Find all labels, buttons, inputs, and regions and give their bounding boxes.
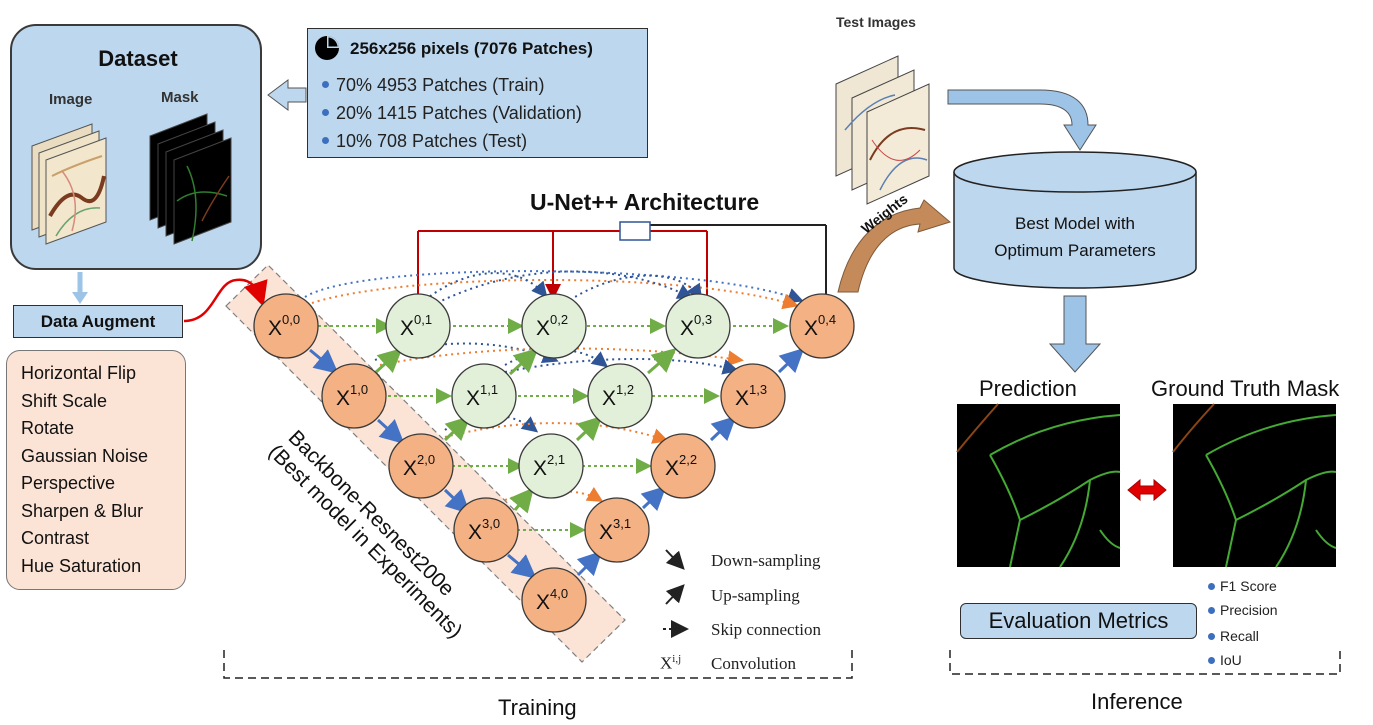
- dataset-panel: Dataset Image Mask: [10, 24, 262, 270]
- training-bracket: [223, 650, 853, 679]
- augment-item: Shift Scale: [21, 391, 108, 411]
- model-to-prediction-arrow: [1048, 295, 1102, 373]
- split-item-validation: 20% 1415 Patches (Validation): [322, 103, 582, 124]
- split-item-train: 70% 4953 Patches (Train): [322, 75, 544, 96]
- node-x-1-1: X1,1: [451, 363, 517, 429]
- training-section-label: Training: [498, 695, 577, 720]
- legend-arrows: [663, 549, 689, 638]
- ground-truth-image: [1172, 403, 1337, 568]
- augment-item: Hue Saturation: [21, 556, 142, 576]
- augment-item: Horizontal Flip: [21, 363, 137, 383]
- node-label: X2,2: [665, 452, 697, 480]
- augment-item: Sharpen & Blur: [21, 501, 144, 521]
- mask-label: Mask: [161, 89, 199, 106]
- node-x-0-2: X0,2: [521, 293, 587, 359]
- legend-up-sampling: Up-sampling: [711, 586, 800, 605]
- node-x-1-0: X1,0: [321, 363, 387, 429]
- dataset-title: Dataset: [98, 46, 178, 71]
- image-label: Image: [49, 91, 93, 108]
- bullet-icon: [322, 80, 329, 88]
- legend-skip-connection: Skip connection: [711, 620, 822, 639]
- top-skip-frame: [417, 221, 827, 300]
- test-to-model-arrow: [947, 89, 1097, 151]
- legend-down-sampling: Down-sampling: [711, 551, 821, 570]
- node-x-2-0: X2,0: [388, 433, 454, 499]
- augment-item: Perspective: [21, 473, 116, 493]
- compare-double-arrow: [1127, 478, 1167, 502]
- bullet-icon: [322, 108, 329, 116]
- node-x-2-2: X2,2: [650, 433, 716, 499]
- node-x-3-0: X3,0: [453, 497, 519, 563]
- node-label: X0,0: [268, 312, 300, 340]
- augment-list: Horizontal Flip Shift Scale Rotate Gauss…: [6, 350, 186, 590]
- node-x-2-1: X2,1: [518, 433, 584, 499]
- bullet-icon: [1208, 656, 1215, 664]
- split-title: 256x256 pixels (7076 Patches): [350, 39, 593, 58]
- dataset-split-panel: 256x256 pixels (7076 Patches) 70% 4953 P…: [307, 28, 648, 158]
- node-x-0-4: X0,4: [789, 293, 855, 359]
- data-augment-button[interactable]: Data Augment: [13, 305, 183, 338]
- prediction-label: Prediction: [979, 376, 1077, 401]
- inference-bracket: [949, 650, 1341, 675]
- architecture-title: U-Net++ Architecture: [530, 189, 760, 215]
- node-x-0-1: X0,1: [385, 293, 451, 359]
- node-x-1-3: X1,3: [720, 363, 786, 429]
- bullet-icon: [1208, 582, 1215, 590]
- prediction-image: [956, 403, 1121, 568]
- metric-item: Precision: [1208, 602, 1278, 618]
- node-x-1-2: X1,2: [587, 363, 653, 429]
- node-x-3-1: X3,1: [584, 497, 650, 563]
- evaluation-metrics-button[interactable]: Evaluation Metrics: [960, 603, 1197, 639]
- ground-truth-label: Ground Truth Mask: [1151, 376, 1340, 401]
- legend-conv-symbol: Xi,j: [660, 653, 682, 673]
- metric-item: IoU: [1208, 652, 1242, 668]
- node-x-0-0: X0,0: [253, 293, 319, 359]
- test-images-stack-icon: [835, 55, 930, 205]
- dataset-thumbnails: [31, 113, 232, 245]
- map-image-stack-icon: [31, 123, 107, 245]
- best-model-database-icon: [953, 151, 1197, 289]
- bullet-icon: [1208, 606, 1215, 614]
- mask-stack-icon: [149, 113, 232, 245]
- pie-chart-icon: [315, 36, 339, 60]
- augment-input-arrow: [183, 278, 268, 323]
- node-x-0-3: X0,3: [665, 293, 731, 359]
- test-images-label: Test Images: [836, 14, 916, 30]
- split-item-test: 10% 708 Patches (Test): [322, 131, 527, 152]
- weights-arrow: [837, 199, 952, 293]
- bullet-icon: [1208, 632, 1215, 640]
- metric-item: F1 Score: [1208, 578, 1277, 594]
- inference-section-label: Inference: [1091, 689, 1183, 714]
- legend-convolution: Convolution: [711, 654, 797, 673]
- augment-item: Gaussian Noise: [21, 446, 149, 466]
- best-model-label: Best Model with Optimum Parameters: [994, 214, 1156, 260]
- augment-item: Contrast: [21, 528, 90, 548]
- network-nodes: X0,0 X1,0X2,0X3,0X4,0 X0,1X1,1X2,1 X0,2X1,2…: [253, 293, 855, 633]
- metric-item: Recall: [1208, 628, 1259, 644]
- node-x-4-0: X4,0: [521, 567, 587, 633]
- split-to-dataset-arrow: [267, 79, 307, 111]
- bullet-icon: [322, 136, 329, 144]
- augment-item: Rotate: [21, 418, 75, 438]
